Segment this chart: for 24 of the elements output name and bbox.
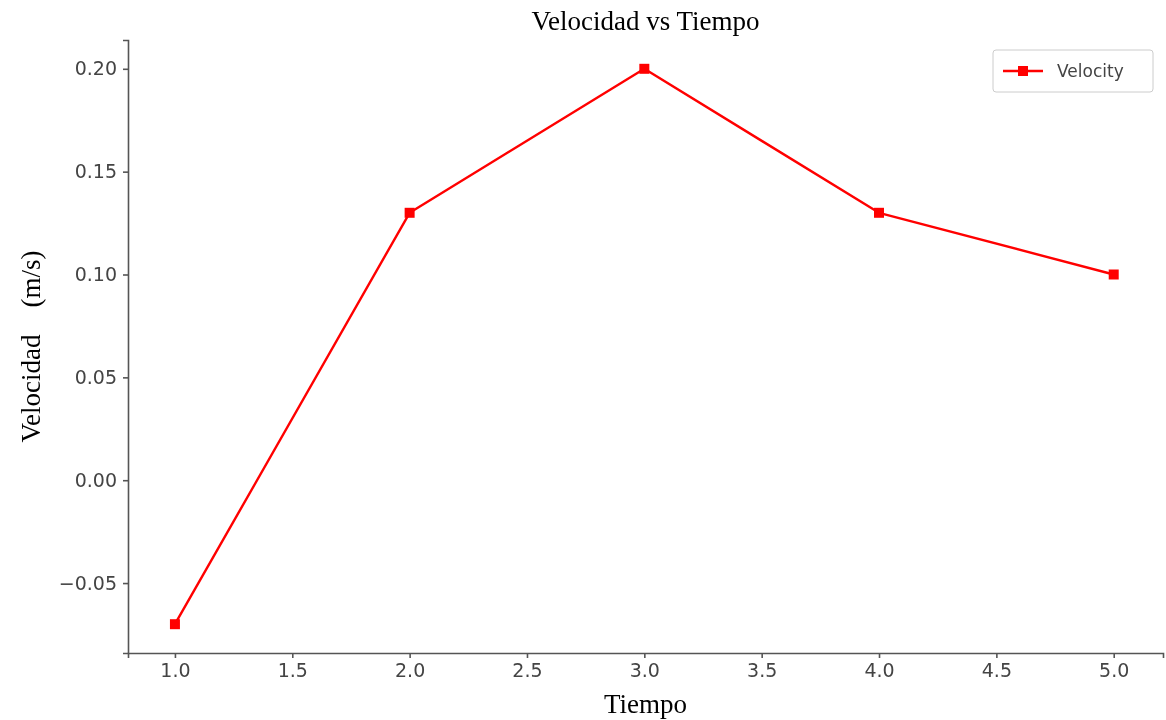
x-tick-label: 2.5 xyxy=(512,659,543,682)
x-tick-label: 5.0 xyxy=(1099,659,1130,682)
point xyxy=(874,207,885,218)
y-tick-label: −0.05 xyxy=(58,571,117,594)
y-tick-label: 0.10 xyxy=(74,263,117,286)
x-tick-label: 1.5 xyxy=(277,659,308,682)
legend-label: Velocity xyxy=(1057,61,1124,81)
y-axis-title: Velocidad (m/s) xyxy=(16,250,46,443)
x-tick-label: 4.0 xyxy=(864,659,895,682)
y-tick-label: 0.20 xyxy=(74,57,117,80)
y-tick-label: 0.15 xyxy=(74,160,117,183)
point xyxy=(639,63,650,74)
x-tick-label: 3.5 xyxy=(747,659,778,682)
chart-title: Velocidad vs Tiempo xyxy=(531,6,760,36)
x-tick-label: 3.0 xyxy=(629,659,660,682)
x-tick-label: 4.5 xyxy=(981,659,1012,682)
y-tick-label: 0.00 xyxy=(74,468,117,491)
point xyxy=(404,207,415,218)
x-tick-label: 2.0 xyxy=(395,659,426,682)
point xyxy=(169,619,180,630)
y-tick-label: 0.05 xyxy=(74,365,117,388)
x-axis-title: Tiempo xyxy=(603,689,688,719)
x-tick-label: 1.0 xyxy=(160,659,191,682)
point xyxy=(1108,269,1119,280)
